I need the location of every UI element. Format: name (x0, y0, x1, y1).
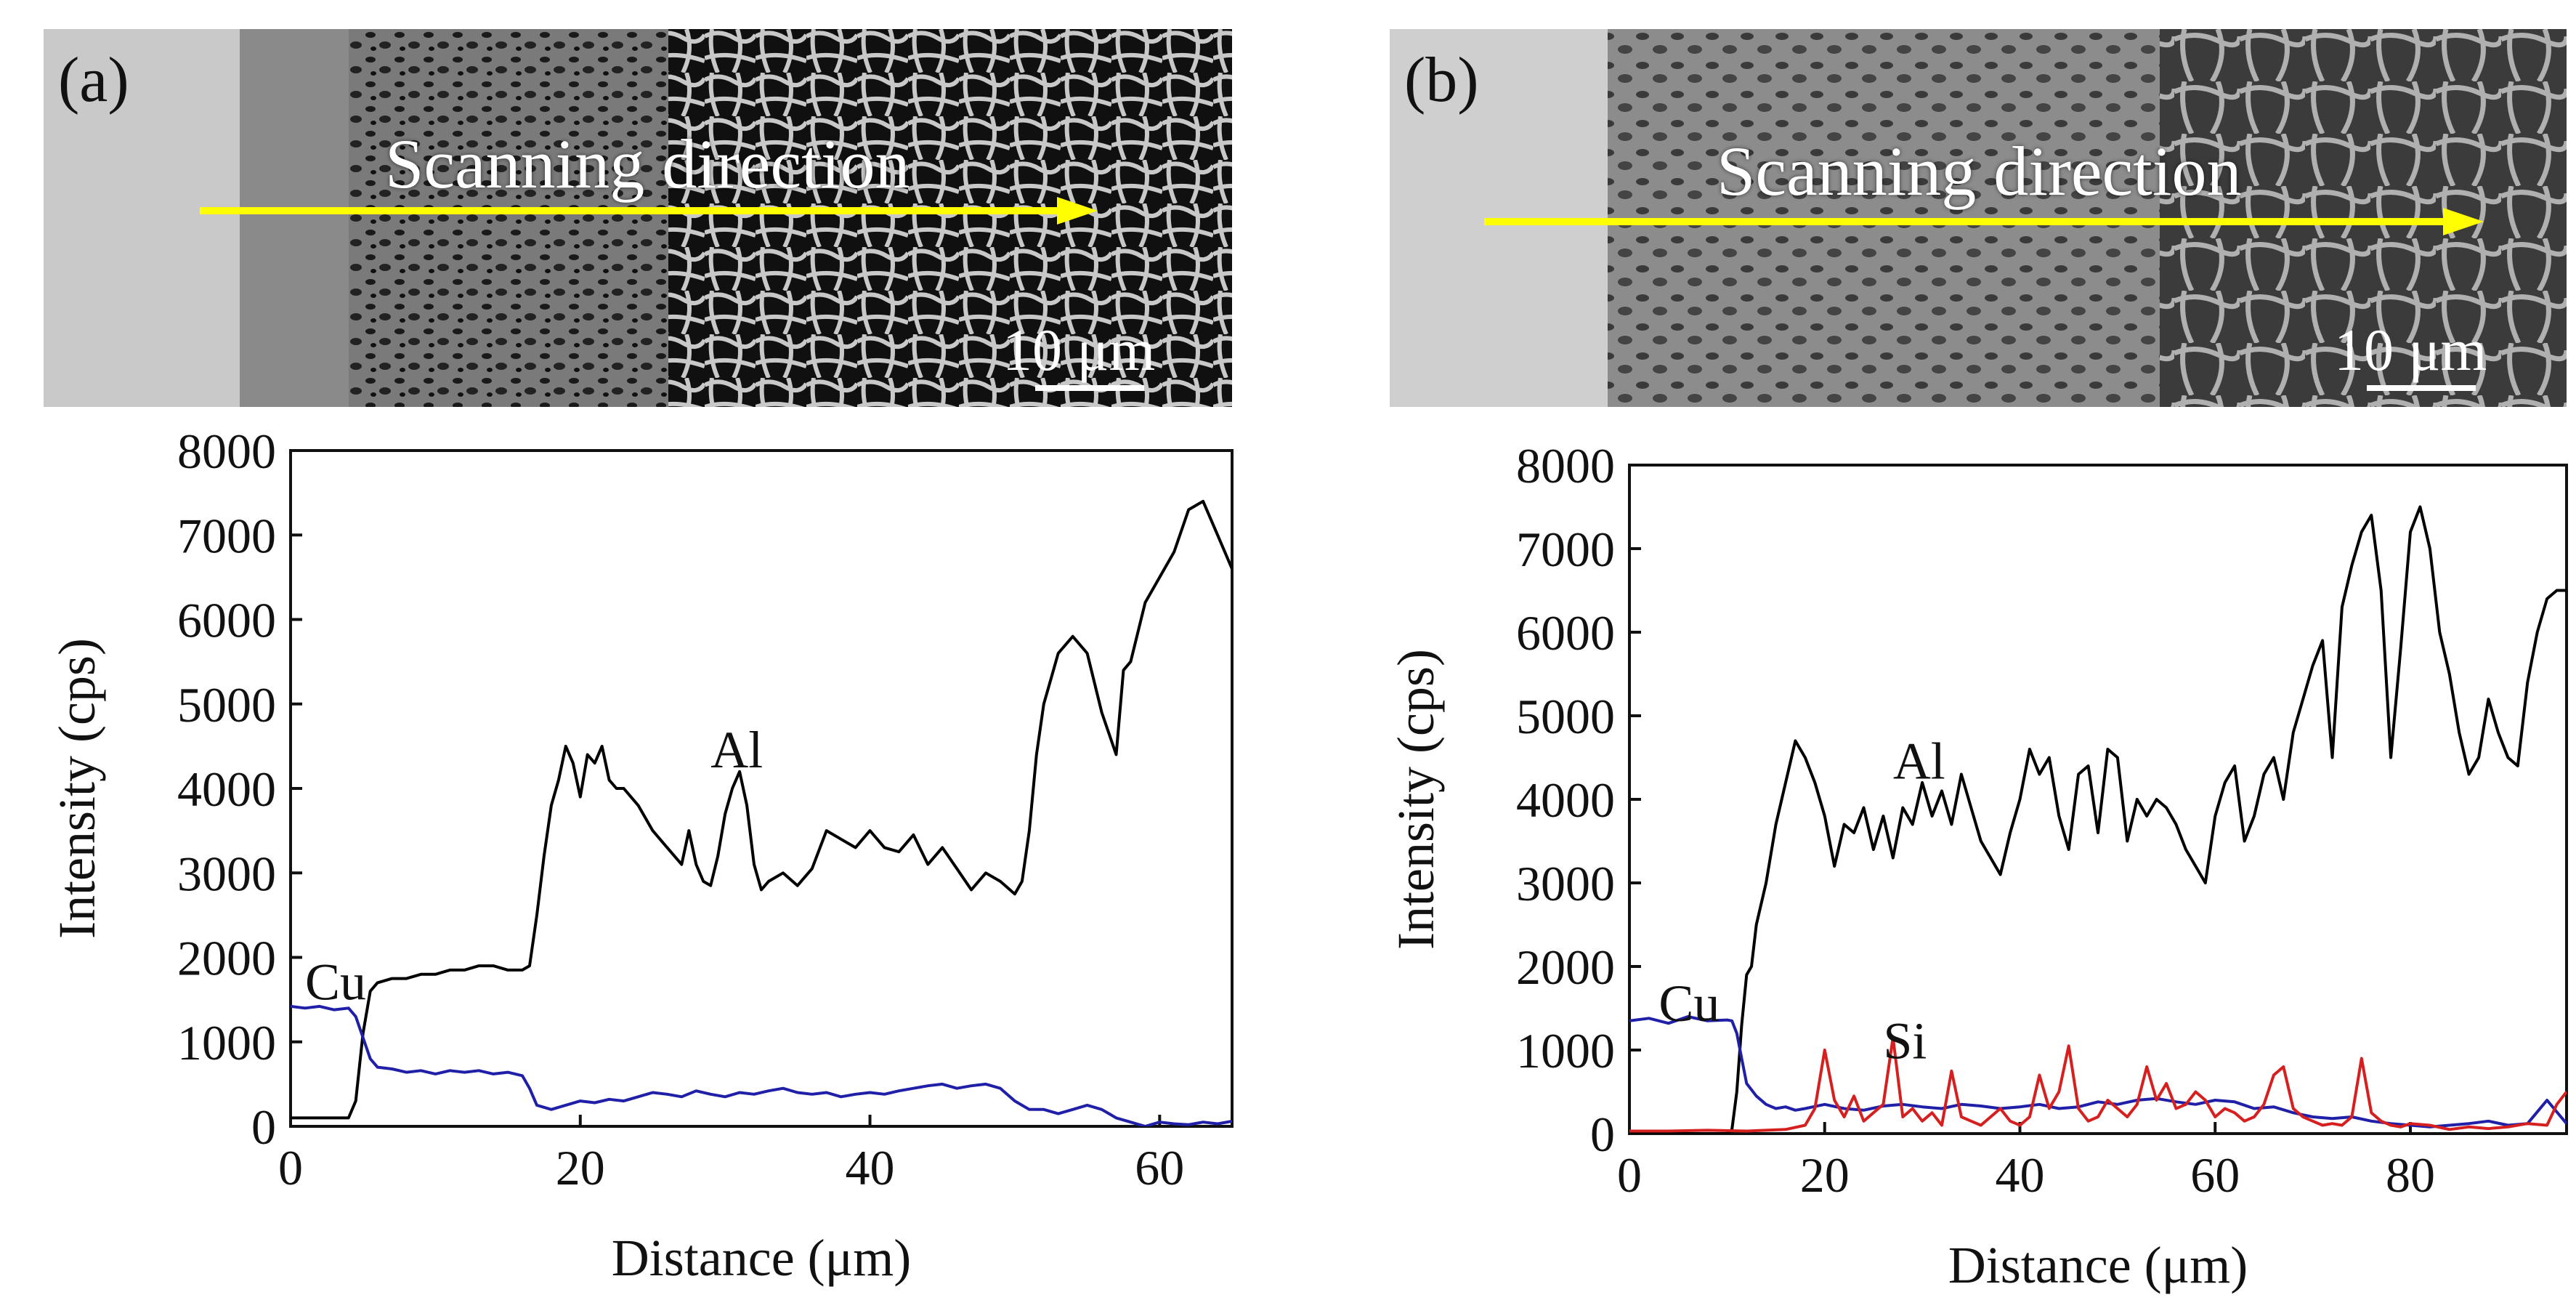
y-tick-label: 2000 (177, 931, 276, 986)
x-tick-label: 40 (846, 1140, 895, 1195)
scanning-arrow-b (1484, 208, 2484, 235)
y-tick-label: 8000 (177, 424, 276, 479)
x-tick-label: 0 (1617, 1147, 1642, 1203)
x-tick-label: 60 (2190, 1147, 2240, 1203)
x-tick-label: 80 (2386, 1147, 2435, 1203)
series-line-al (291, 499, 1232, 1120)
y-tick-label: 5000 (177, 677, 276, 732)
series-line-si (1629, 1036, 2567, 1133)
y-tick-label: 1000 (1516, 1023, 1615, 1078)
y-tick-label: 7000 (1516, 522, 1615, 577)
series-annotation-cu: Cu (1658, 974, 1720, 1033)
y-tick-label: 4000 (1516, 772, 1615, 828)
y-tick-label: 0 (251, 1099, 276, 1155)
y-tick-label: 7000 (177, 508, 276, 563)
series-line-cu (291, 1004, 1232, 1126)
x-tick-label: 0 (278, 1140, 303, 1195)
sem-image-a (44, 29, 1232, 407)
y-tick-label: 4000 (177, 762, 276, 817)
plot-frame (1628, 464, 2568, 1135)
y-axis-label: Intensity (cps) (48, 638, 106, 939)
series-line-cu (1629, 1015, 2567, 1129)
y-tick-label: 6000 (1516, 605, 1615, 661)
y-tick-label: 1000 (177, 1015, 276, 1070)
x-tick-label: 40 (1996, 1147, 2045, 1203)
chart-svg-b: 0 1000 2000 3000 4000 5000 6000 7000 8000 0 20 40 60… (1387, 438, 2568, 1294)
scale-bar-a (1035, 385, 1144, 391)
y-tick-label: 5000 (1516, 689, 1615, 744)
y-tick-label: 3000 (177, 846, 276, 901)
x-tick-label: 20 (556, 1140, 605, 1195)
x-tick-label: 20 (1800, 1147, 1850, 1203)
y-tick-label: 8000 (1516, 438, 1615, 493)
series-annotation-al: Al (1893, 732, 1945, 790)
line-chart-a: 0 1000 2000 3000 4000 5000 6000 7000 8000 0 20 40 60… (0, 421, 1288, 1316)
x-axis-label: Distance (μm) (1948, 1236, 2248, 1294)
panel-label-a: (a) (58, 45, 129, 116)
scale-bar-label-b: 10 μm (2334, 317, 2487, 383)
scale-bar-b (2367, 385, 2476, 391)
series-annotation-cu: Cu (305, 953, 366, 1012)
scanning-direction-caption-a: Scanning direction (385, 125, 910, 203)
scanning-direction-caption-b: Scanning direction (1717, 132, 2242, 210)
scanning-arrow-a (200, 197, 1098, 225)
y-tick-label: 6000 (177, 593, 276, 648)
series-annotation-si: Si (1883, 1012, 1927, 1070)
series-annotation-al: Al (710, 721, 763, 779)
panel-label-b: (b) (1404, 45, 1479, 116)
panel-a: (a) Scanning direction 10 μm 0 1000 2000 30… (0, 29, 1288, 1316)
y-tick-label: 0 (1590, 1107, 1615, 1162)
line-chart-b: 0 1000 2000 3000 4000 5000 6000 7000 8000 0 20 40 60… (1288, 421, 2576, 1316)
x-axis-label: Distance (μm) (612, 1229, 911, 1287)
panel-b: (b) Scanning direction 10 μm 0 1000 2000 30… (1288, 0, 2576, 1316)
x-tick-label: 60 (1135, 1140, 1184, 1195)
chart-svg-a: 0 1000 2000 3000 4000 5000 6000 7000 8000 0 20 40 60… (48, 424, 1234, 1287)
series-line-al (1629, 505, 2567, 1134)
scale-bar-label-a: 10 μm (1003, 317, 1156, 383)
sem-micrograph-a: (a) Scanning direction 10 μm (44, 29, 1232, 407)
sem-micrograph-b: (b) Scanning direction 10 μm (1390, 29, 2567, 407)
y-axis-label: Intensity (cps) (1387, 649, 1445, 950)
y-tick-label: 2000 (1516, 940, 1615, 995)
plot-frame (289, 449, 1234, 1128)
y-tick-label: 3000 (1516, 856, 1615, 911)
